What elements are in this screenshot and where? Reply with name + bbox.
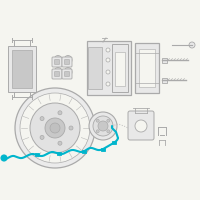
Circle shape bbox=[106, 82, 110, 86]
FancyBboxPatch shape bbox=[64, 72, 70, 76]
Circle shape bbox=[189, 42, 195, 48]
FancyBboxPatch shape bbox=[87, 41, 131, 95]
FancyBboxPatch shape bbox=[128, 111, 154, 140]
Circle shape bbox=[1, 155, 7, 161]
Ellipse shape bbox=[64, 55, 72, 64]
FancyBboxPatch shape bbox=[62, 57, 72, 67]
Bar bbox=[57, 152, 61, 155]
Circle shape bbox=[89, 112, 117, 140]
FancyBboxPatch shape bbox=[62, 69, 72, 79]
Circle shape bbox=[69, 126, 73, 130]
Bar bbox=[135, 43, 159, 93]
Circle shape bbox=[107, 130, 110, 133]
Ellipse shape bbox=[54, 55, 62, 64]
Circle shape bbox=[96, 119, 99, 122]
Circle shape bbox=[93, 116, 113, 136]
Circle shape bbox=[58, 141, 62, 145]
Circle shape bbox=[40, 135, 44, 139]
Bar bbox=[162, 58, 167, 62]
Bar bbox=[12, 50, 32, 88]
FancyBboxPatch shape bbox=[112, 44, 128, 92]
Bar bbox=[8, 46, 36, 92]
Circle shape bbox=[96, 130, 99, 133]
Circle shape bbox=[20, 93, 90, 163]
Bar bbox=[139, 49, 155, 87]
FancyBboxPatch shape bbox=[52, 57, 62, 67]
Bar bbox=[112, 141, 116, 144]
Bar bbox=[88, 47, 102, 89]
Bar bbox=[101, 148, 105, 151]
Circle shape bbox=[135, 120, 147, 132]
Circle shape bbox=[50, 123, 60, 133]
Ellipse shape bbox=[66, 57, 70, 63]
Circle shape bbox=[40, 117, 44, 121]
FancyBboxPatch shape bbox=[64, 60, 70, 64]
Bar bbox=[82, 150, 86, 153]
Circle shape bbox=[106, 70, 110, 74]
Ellipse shape bbox=[56, 69, 60, 75]
Circle shape bbox=[106, 58, 110, 62]
Bar bbox=[35, 153, 39, 156]
Circle shape bbox=[30, 103, 80, 153]
FancyBboxPatch shape bbox=[54, 60, 60, 64]
Circle shape bbox=[58, 111, 62, 115]
Circle shape bbox=[106, 48, 110, 52]
Ellipse shape bbox=[64, 68, 72, 76]
Bar bbox=[162, 77, 167, 82]
Circle shape bbox=[98, 121, 108, 131]
Circle shape bbox=[15, 88, 95, 168]
Circle shape bbox=[45, 118, 65, 138]
Ellipse shape bbox=[54, 68, 62, 76]
Circle shape bbox=[107, 119, 110, 122]
Bar bbox=[115, 52, 125, 86]
FancyBboxPatch shape bbox=[52, 69, 62, 79]
FancyBboxPatch shape bbox=[54, 72, 60, 76]
Ellipse shape bbox=[66, 69, 70, 75]
Ellipse shape bbox=[56, 57, 60, 63]
